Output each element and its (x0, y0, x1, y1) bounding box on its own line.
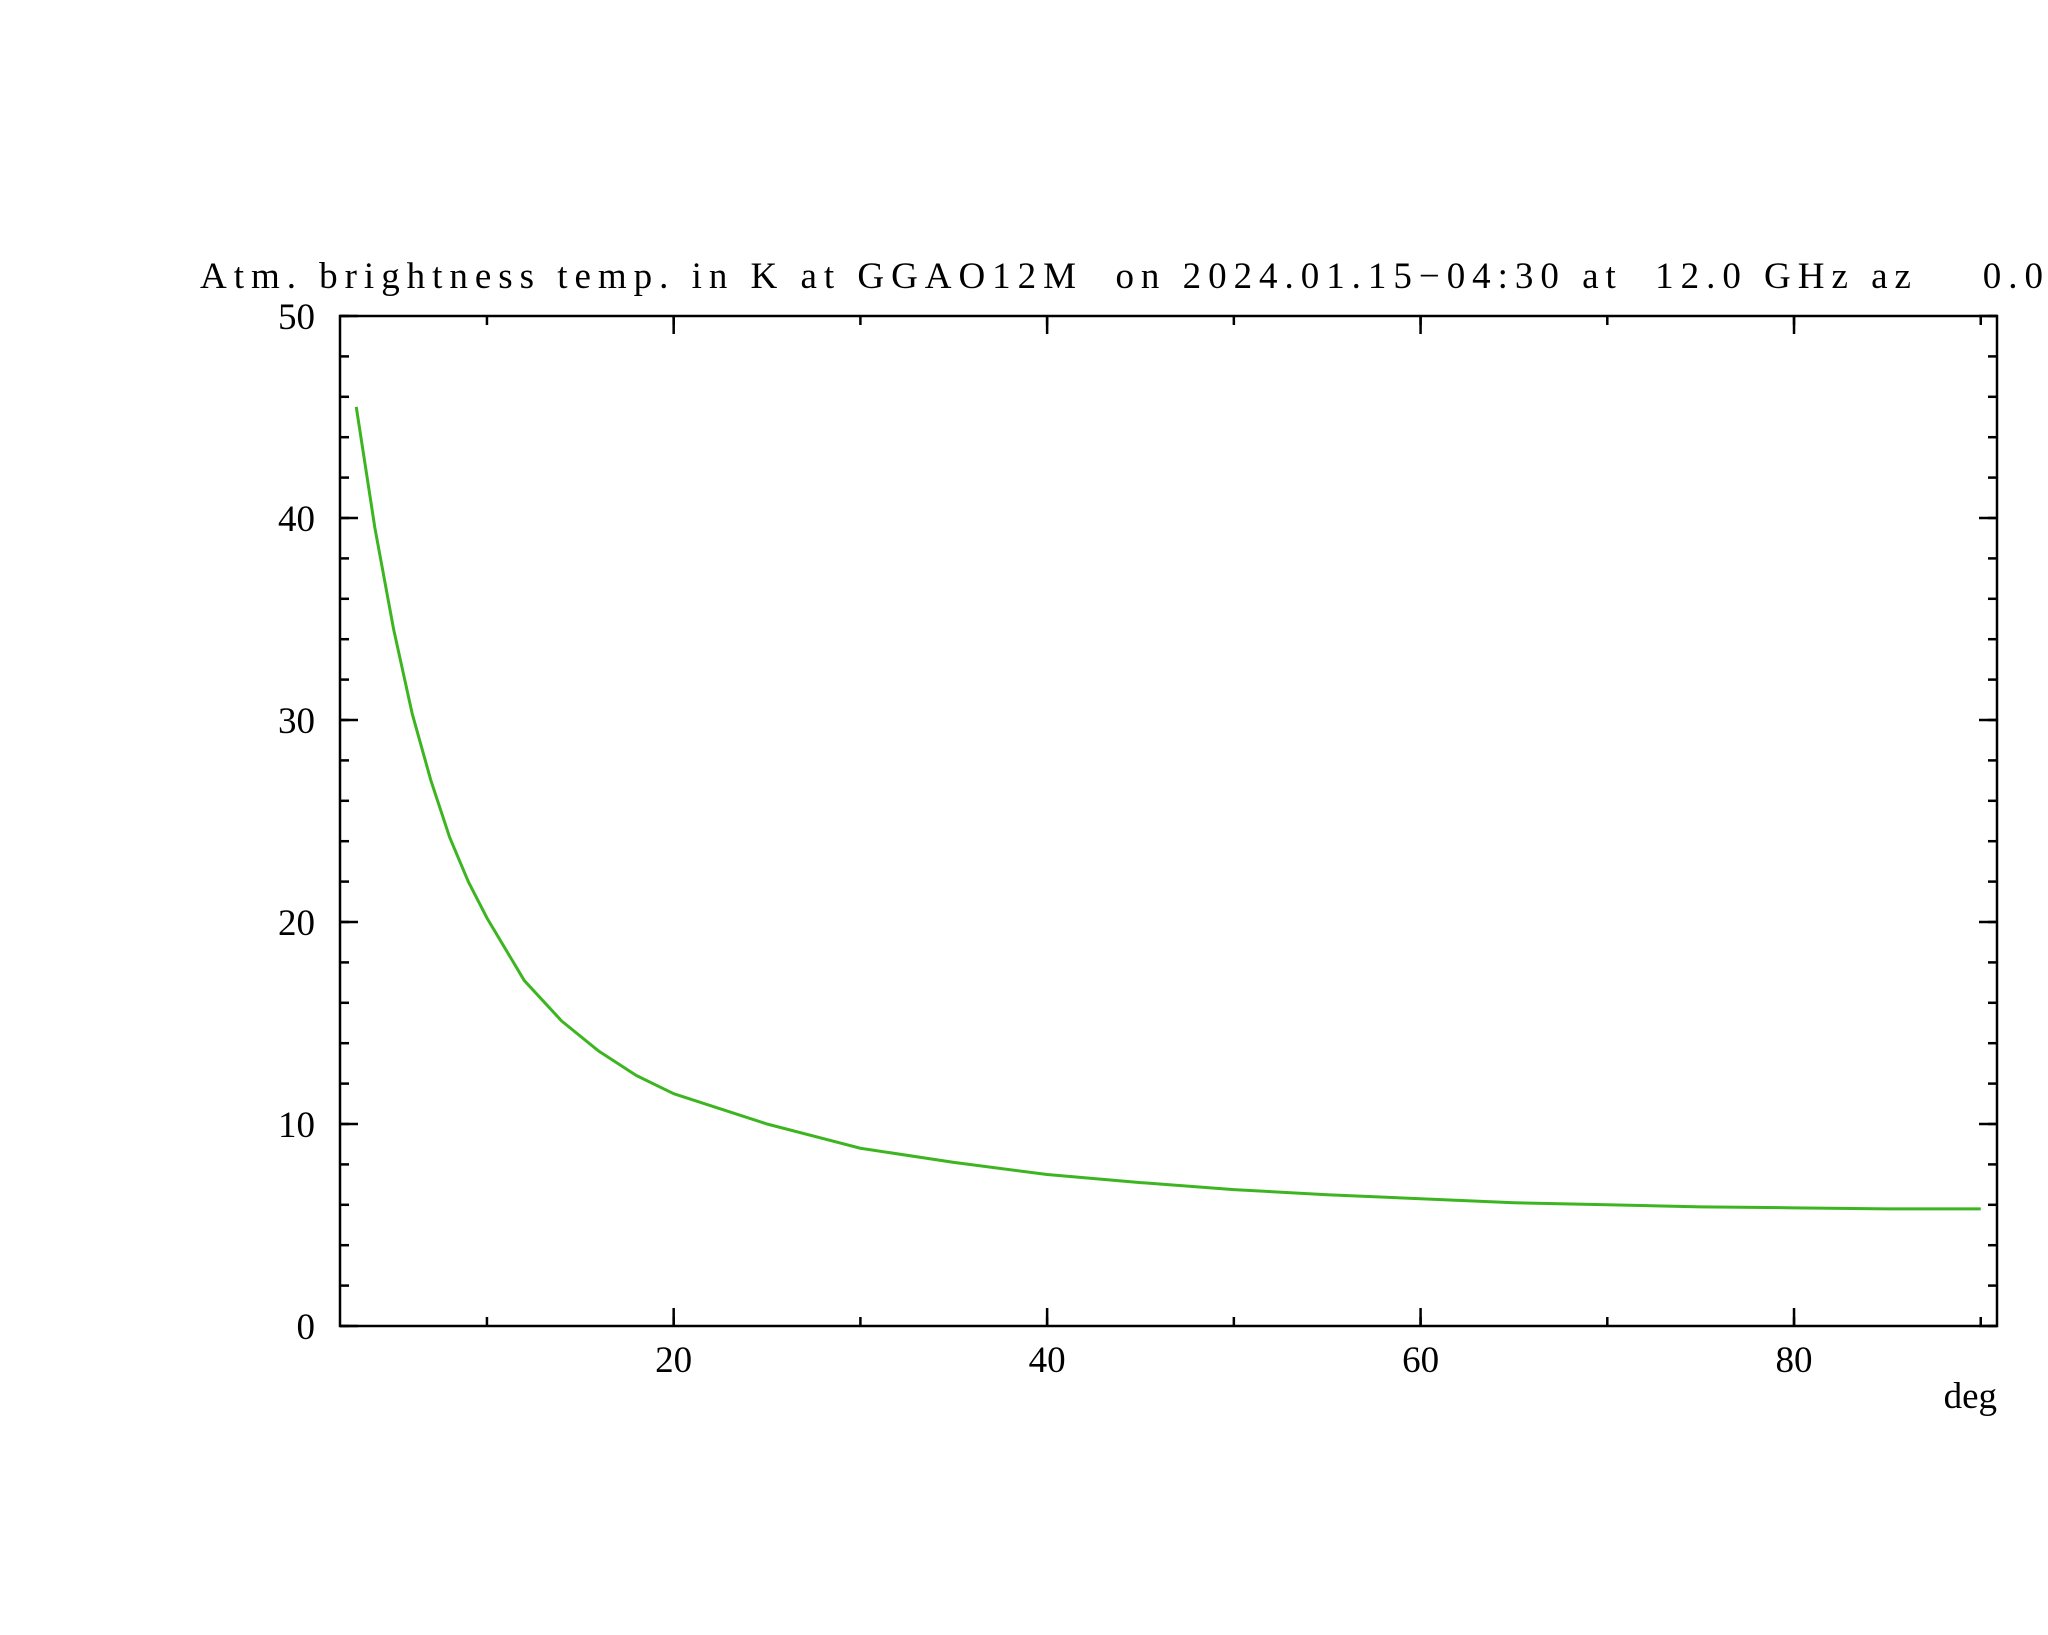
x-tick-label: 40 (1029, 1340, 1066, 1381)
y-tick-label: 50 (278, 297, 315, 338)
y-tick-label: 10 (278, 1105, 315, 1146)
x-tick-label: 60 (1402, 1340, 1439, 1381)
x-tick-label: 20 (655, 1340, 692, 1381)
y-tick-label: 20 (278, 903, 315, 944)
chart-title: Atm. brightness temp. in K at GGAO12M on… (200, 256, 2043, 297)
x-tick-label: 80 (1776, 1340, 1813, 1381)
data-line (354, 406, 1981, 1211)
y-tick-label: 30 (278, 701, 315, 742)
x-axis-label: deg (1944, 1376, 1997, 1417)
plot-frame (338, 314, 1999, 1328)
y-tick-label: 40 (278, 499, 315, 540)
y-tick-label: 0 (297, 1307, 316, 1348)
